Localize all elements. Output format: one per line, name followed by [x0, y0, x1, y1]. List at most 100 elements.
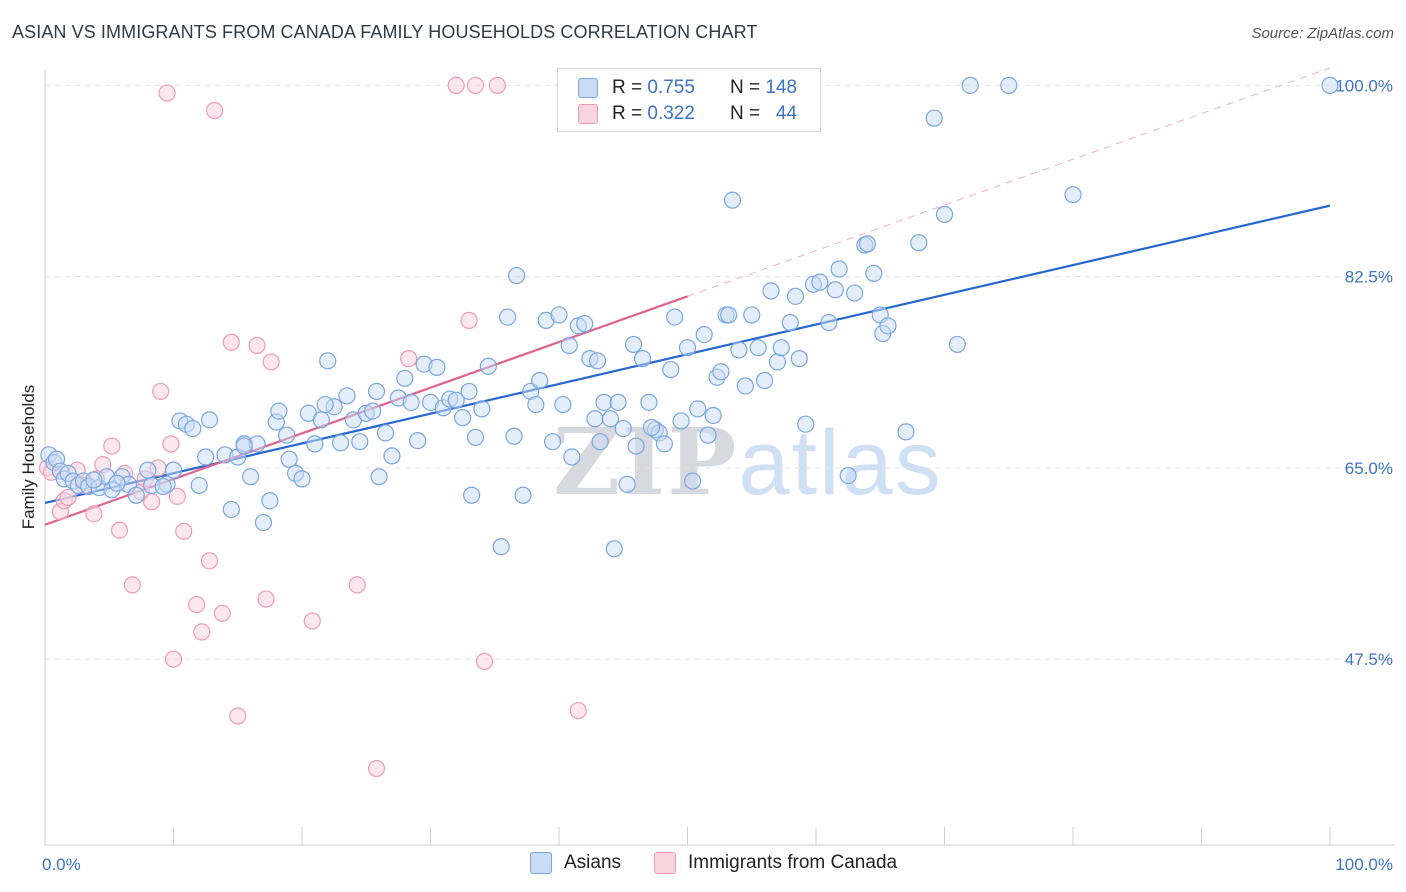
asian-point [261, 492, 279, 510]
asian-point [910, 234, 928, 252]
asian-point [897, 423, 915, 441]
canada-legend-swatch [654, 852, 676, 874]
asian-point [383, 447, 401, 465]
axis-labels: 47.5% 65.0% 82.5% 100.0% 0.0% 100.0% Family Ho… [19, 76, 1393, 874]
asian-point [749, 339, 767, 357]
asian-point [543, 433, 562, 451]
asian-point [755, 371, 774, 390]
canada-swatch [578, 104, 598, 124]
canada-point [257, 590, 275, 608]
asian-point [367, 382, 386, 401]
canada-point [447, 76, 465, 94]
asian-point [768, 353, 787, 371]
asian-point [723, 191, 742, 209]
asian-point [270, 402, 288, 420]
asian-point [222, 500, 240, 519]
r-label: R = [612, 103, 643, 124]
canada-trend-extension [687, 67, 1331, 297]
asian-point [614, 419, 632, 438]
asian-point [428, 358, 446, 376]
asian-point [839, 466, 857, 485]
asian-point [409, 432, 427, 450]
asian-point [790, 350, 808, 368]
bottom-legend-canada: Immigrants from Canada [654, 852, 897, 874]
asian-point [338, 387, 356, 405]
y-tick-label: 82.5% [1345, 268, 1393, 287]
asian-point [586, 410, 604, 428]
x-tick-label: 0.0% [42, 855, 81, 874]
asian-point [1064, 186, 1082, 204]
asian-point [684, 472, 702, 490]
asian-point [865, 264, 883, 282]
asian-point [235, 437, 253, 455]
canada-point [475, 652, 494, 670]
asian-point [588, 352, 607, 370]
asian-point [820, 313, 838, 332]
canada-r-value: 0.322 [647, 103, 695, 124]
canada-point [460, 311, 478, 329]
asian-point [699, 426, 717, 444]
asian-point [454, 409, 472, 427]
asian-point [127, 486, 145, 504]
canada-point [213, 604, 231, 622]
asian-point [200, 411, 219, 429]
asians-n-value: 148 [765, 77, 798, 98]
asian-point [560, 336, 578, 355]
asian-point [197, 448, 215, 466]
bottom-legend-asians: Asians [530, 852, 621, 874]
asian-point [280, 450, 298, 468]
source-label: Source: ZipAtlas.com [1251, 25, 1394, 42]
asian-point [655, 435, 673, 453]
canada-point [85, 505, 103, 523]
canada-point [59, 488, 77, 507]
asian-point [190, 476, 208, 495]
asian-point [254, 513, 273, 532]
canada-point [569, 701, 587, 720]
y-tick-label: 65.0% [1345, 459, 1393, 478]
y-tick-label: 100.0% [1335, 76, 1393, 95]
canada-point [168, 487, 186, 505]
asian-point [736, 377, 754, 395]
asian-point [492, 538, 510, 556]
asian-point [331, 434, 350, 452]
canada-point [400, 350, 418, 368]
asian-point [576, 315, 594, 333]
legend-row-canada: R = 0.322 N = 44 [578, 102, 797, 126]
asian-point [609, 393, 627, 411]
asian-point [364, 402, 382, 420]
asian-point [605, 540, 623, 558]
asian-point [531, 371, 549, 390]
canada-point [143, 493, 161, 511]
asian-point [624, 335, 643, 354]
asian-point [550, 306, 568, 324]
asian-point [402, 393, 420, 411]
asian-point [811, 273, 829, 291]
asian-point [845, 284, 864, 302]
asian-point [720, 306, 738, 324]
asian-point [935, 205, 954, 223]
asian-point [351, 433, 369, 451]
asian-point [319, 352, 337, 370]
asian-point [108, 474, 126, 492]
asian-point [601, 410, 620, 428]
asian-point [772, 339, 790, 357]
canada-point [193, 623, 211, 641]
asians-r-value: 0.755 [647, 77, 695, 98]
asian-point [743, 306, 761, 324]
canada-point [367, 759, 386, 778]
legend-row-asians: R = 0.755 N = 148 [578, 76, 797, 100]
asian-point [473, 400, 491, 418]
asian-point [1000, 76, 1018, 94]
asian-point [948, 335, 966, 354]
asian-point [396, 369, 414, 387]
canada-point [303, 612, 321, 630]
canada-point [175, 522, 193, 540]
canada-point [188, 595, 206, 614]
canada-point [103, 437, 121, 455]
y-axis-title: Family Households [19, 385, 38, 530]
canada-point [466, 76, 485, 94]
canada-point [162, 435, 180, 453]
asian-point [695, 325, 713, 344]
asian-point [858, 235, 877, 253]
canada-point [152, 382, 170, 401]
